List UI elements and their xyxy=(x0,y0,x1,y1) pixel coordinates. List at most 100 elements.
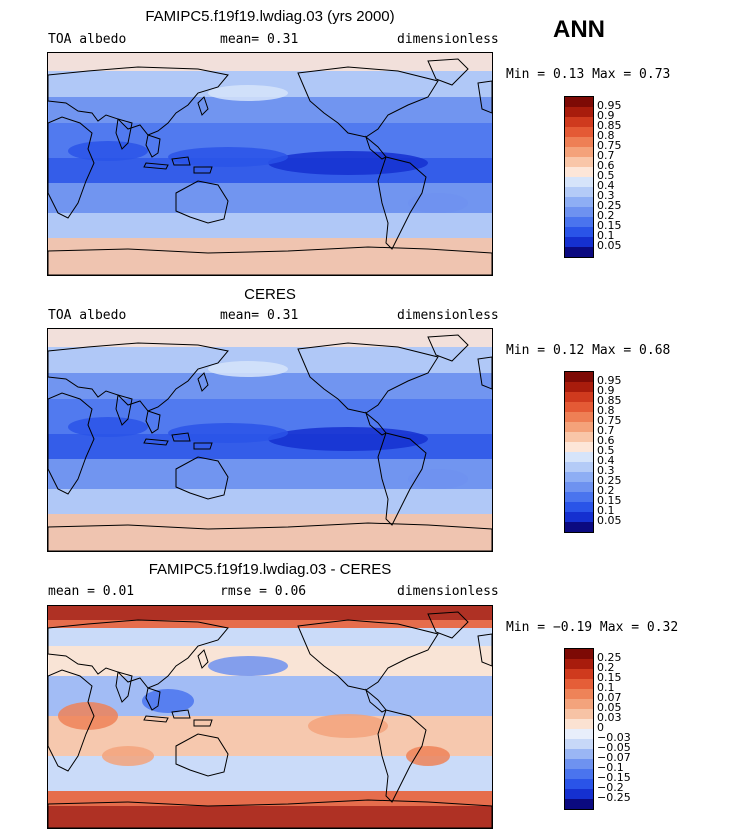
colorbar-tick-label: 0.3 xyxy=(597,464,615,477)
coastline xyxy=(48,669,95,772)
field-blob xyxy=(68,417,148,437)
coastline xyxy=(48,246,492,275)
field-blob xyxy=(58,702,118,730)
field-band xyxy=(48,806,492,828)
field-band xyxy=(48,373,492,399)
colorbar-swatch xyxy=(565,502,593,512)
colorbar-tick-label: 0.75 xyxy=(597,414,622,427)
field-band xyxy=(48,238,492,275)
coastline xyxy=(48,522,492,551)
colorbar-swatch xyxy=(565,167,593,177)
coastline xyxy=(427,334,469,362)
colorbar-swatch xyxy=(565,177,593,187)
colorbar-tick-label: 0.25 xyxy=(597,651,622,664)
coastline xyxy=(175,733,229,777)
colorbar-swatch xyxy=(565,432,593,442)
field-band xyxy=(48,628,492,646)
colorbar-tick-label: 0.6 xyxy=(597,159,615,172)
colorbar-tick-label: −0.15 xyxy=(597,771,631,784)
colorbar-tick-label: 0.05 xyxy=(597,514,622,527)
colorbar-tick-label: 0.05 xyxy=(597,701,622,714)
colorbar-tick-label: −0.07 xyxy=(597,751,631,764)
colorbar-tick-label: 0.15 xyxy=(597,671,622,684)
colorbar-swatch xyxy=(565,97,593,107)
coastline xyxy=(115,394,133,426)
colorbar-tick-label: 0.9 xyxy=(597,384,615,397)
coastline xyxy=(48,66,229,136)
coastline xyxy=(364,688,387,713)
colorbar-swatch xyxy=(565,799,593,809)
coastline xyxy=(145,134,161,158)
field-blob xyxy=(208,361,288,377)
coastline xyxy=(377,156,427,250)
field-blob xyxy=(308,714,388,738)
colorbar-swatch xyxy=(565,197,593,207)
colorbar-swatch xyxy=(565,689,593,699)
colorbar-tick-label: 0.4 xyxy=(597,179,615,192)
colorbar-tick-label: 0.4 xyxy=(597,454,615,467)
coastline xyxy=(143,709,213,727)
coastline xyxy=(297,342,439,414)
colorbar-tick-label: 0.6 xyxy=(597,434,615,447)
field-blob xyxy=(168,423,288,443)
coastline xyxy=(48,619,229,689)
colorbar-tick-label: 0.7 xyxy=(597,424,615,437)
panel-obs-map xyxy=(47,328,493,552)
coastline xyxy=(175,456,229,500)
colorbar-swatch xyxy=(565,422,593,432)
field-band xyxy=(48,791,492,806)
colorbar-tick-label: 0.3 xyxy=(597,189,615,202)
panel-model-title: FAMIPC5.f19f19.lwdiag.03 (yrs 2000) xyxy=(145,8,395,25)
panel-obs-mean-label: mean= 0.31 xyxy=(220,308,299,323)
coastline xyxy=(145,687,161,711)
coastline xyxy=(477,633,492,667)
coastline xyxy=(145,410,161,434)
field-blob xyxy=(408,469,468,489)
colorbar-swatch xyxy=(565,709,593,719)
colorbar-swatch xyxy=(565,749,593,759)
coastline xyxy=(364,411,387,436)
colorbar-tick-label: 0.07 xyxy=(597,691,622,704)
panel-diff-minmax: Min = −0.19 Max = 0.32 xyxy=(506,620,679,635)
panel-model-variable-label: TOA albedo xyxy=(48,32,127,47)
panel-diff-rmse-label: rmse = 0.06 xyxy=(220,584,307,599)
colorbar-tick-label: 0.7 xyxy=(597,149,615,162)
coastline xyxy=(427,58,469,86)
colorbar-tick-label: 0.5 xyxy=(597,169,615,182)
field-blob xyxy=(268,151,428,175)
field-blob xyxy=(68,141,148,161)
colorbar-tick-label: 0.95 xyxy=(597,99,622,112)
panel-diff-mean-label: mean = 0.01 xyxy=(48,584,135,599)
colorbar-swatch xyxy=(565,452,593,462)
field-band xyxy=(48,676,492,716)
colorbar-tick-label: 0.03 xyxy=(597,711,622,724)
colorbar-tick-label: −0.03 xyxy=(597,731,631,744)
colorbar-tick-label: 0.1 xyxy=(597,504,615,517)
colorbar-tick-label: −0.25 xyxy=(597,791,631,804)
panel-model-minmax: Min = 0.13 Max = 0.73 xyxy=(506,67,671,82)
colorbar-tick-label: 0.15 xyxy=(597,494,622,507)
panel-obs-colorbar xyxy=(564,371,594,533)
colorbar-tick-label: 0.75 xyxy=(597,139,622,152)
field-blob xyxy=(102,746,154,766)
coastline xyxy=(477,356,492,390)
field-band xyxy=(48,213,492,238)
panel-model-map xyxy=(47,52,493,276)
field-blob xyxy=(406,746,450,766)
colorbar-swatch xyxy=(565,769,593,779)
season-label: ANN xyxy=(553,16,605,43)
colorbar-swatch xyxy=(565,392,593,402)
colorbar-swatch xyxy=(565,107,593,117)
colorbar-swatch xyxy=(565,492,593,502)
colorbar-swatch xyxy=(565,669,593,679)
colorbar-tick-label: −0.1 xyxy=(597,761,624,774)
coastline xyxy=(48,116,95,219)
coastline xyxy=(197,649,209,669)
colorbar-tick-label: −0.05 xyxy=(597,741,631,754)
colorbar-swatch xyxy=(565,719,593,729)
coastline xyxy=(377,709,427,803)
field-band xyxy=(48,489,492,514)
panel-model-colorbar xyxy=(564,96,594,258)
field-blob xyxy=(208,85,288,101)
colorbar-swatch xyxy=(565,462,593,472)
